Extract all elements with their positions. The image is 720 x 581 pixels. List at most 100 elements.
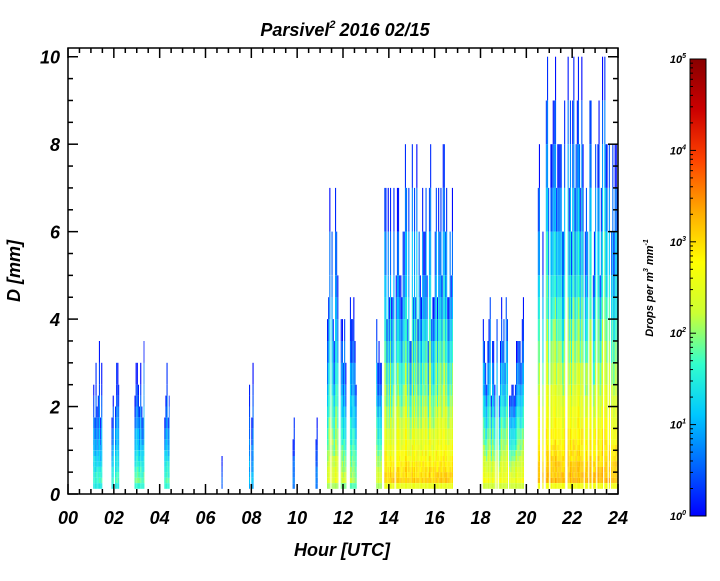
heatmap-cell bbox=[315, 445, 317, 451]
heatmap-cell bbox=[569, 428, 571, 440]
heatmap-cell bbox=[409, 417, 411, 429]
heatmap-cell bbox=[551, 461, 553, 467]
heatmap-cell bbox=[602, 439, 604, 445]
heatmap-cell bbox=[388, 297, 390, 320]
heatmap-cell bbox=[608, 445, 610, 451]
heatmap-cell bbox=[517, 439, 519, 445]
heatmap-cell bbox=[393, 319, 395, 341]
heatmap-cell bbox=[542, 319, 544, 341]
heatmap-cell bbox=[396, 477, 398, 483]
heatmap-cell bbox=[426, 395, 428, 407]
heatmap-cell bbox=[331, 297, 333, 320]
heatmap-cell bbox=[101, 472, 103, 478]
heatmap-cell bbox=[396, 472, 398, 478]
heatmap-cell bbox=[380, 417, 382, 429]
heatmap-cell bbox=[349, 483, 351, 489]
heatmap-cell bbox=[341, 395, 343, 407]
heatmap-cell bbox=[402, 439, 404, 445]
heatmap-cell bbox=[380, 406, 382, 418]
heatmap-cell bbox=[522, 483, 524, 489]
heatmap-cell bbox=[589, 439, 591, 445]
heatmap-cell bbox=[542, 483, 544, 489]
heatmap-cell bbox=[500, 461, 502, 467]
heatmap-cell bbox=[422, 231, 424, 276]
heatmap-cell bbox=[437, 384, 439, 396]
heatmap-cell bbox=[416, 395, 418, 407]
heatmap-cell bbox=[493, 362, 495, 385]
heatmap-cell bbox=[142, 450, 144, 456]
heatmap-cell bbox=[164, 445, 166, 451]
heatmap-cell bbox=[447, 384, 449, 396]
heatmap-cell bbox=[168, 483, 170, 489]
heatmap-cell bbox=[426, 477, 428, 483]
heatmap-cell bbox=[520, 362, 522, 385]
heatmap-cell bbox=[604, 297, 606, 320]
heatmap-cell bbox=[567, 275, 569, 298]
heatmap-cell bbox=[602, 466, 604, 473]
heatmap-cell bbox=[424, 275, 426, 298]
heatmap-cell bbox=[615, 362, 617, 385]
heatmap-cell bbox=[336, 395, 338, 407]
heatmap-cell bbox=[431, 461, 433, 467]
heatmap-cell bbox=[349, 445, 351, 451]
heatmap-cell bbox=[251, 466, 253, 473]
heatmap-cell bbox=[433, 456, 435, 462]
heatmap-cell bbox=[547, 395, 549, 407]
heatmap-cell bbox=[450, 417, 452, 429]
heatmap-cell bbox=[438, 472, 440, 478]
heatmap-cell bbox=[412, 395, 414, 407]
heatmap-cell bbox=[412, 384, 414, 396]
heatmap-cell bbox=[510, 472, 512, 478]
heatmap-cell bbox=[487, 456, 489, 462]
heatmap-cell bbox=[576, 466, 578, 473]
heatmap-cell bbox=[506, 461, 508, 467]
heatmap-cell bbox=[485, 477, 487, 483]
heatmap-cell bbox=[396, 417, 398, 429]
heatmap-cell bbox=[167, 456, 169, 462]
heatmap-cell bbox=[420, 428, 422, 440]
heatmap-cell bbox=[564, 466, 566, 473]
heatmap-cell bbox=[411, 477, 413, 483]
heatmap-cell bbox=[613, 477, 615, 483]
heatmap-cell bbox=[558, 461, 560, 467]
heatmap-cell bbox=[547, 144, 549, 188]
heatmap-cell bbox=[585, 456, 587, 462]
heatmap-cell bbox=[485, 395, 487, 407]
heatmap-cell bbox=[332, 477, 334, 483]
heatmap-cell bbox=[140, 445, 142, 451]
heatmap-cell bbox=[555, 187, 557, 232]
heatmap-cell bbox=[488, 456, 490, 462]
heatmap-cell bbox=[600, 362, 602, 385]
heatmap-cell bbox=[557, 231, 559, 276]
heatmap-cell bbox=[385, 466, 387, 473]
heatmap-cell bbox=[398, 477, 400, 483]
heatmap-cell bbox=[600, 428, 602, 440]
heatmap-cell bbox=[331, 406, 333, 418]
heatmap-cell bbox=[424, 417, 426, 429]
heatmap-cell bbox=[576, 275, 578, 298]
heatmap-cell bbox=[432, 406, 434, 418]
heatmap-cell bbox=[101, 428, 103, 440]
heatmap-cell bbox=[563, 483, 565, 489]
heatmap-cell bbox=[560, 477, 562, 483]
heatmap-cell bbox=[567, 187, 569, 232]
heatmap-cell bbox=[400, 477, 402, 483]
heatmap-cell bbox=[519, 472, 521, 478]
heatmap-cell bbox=[335, 319, 337, 341]
heatmap-cell bbox=[393, 461, 395, 467]
heatmap-cell bbox=[574, 428, 576, 440]
heatmap-cell bbox=[505, 461, 507, 467]
heatmap-cell bbox=[141, 417, 143, 429]
heatmap-cell bbox=[493, 477, 495, 483]
heatmap-cell bbox=[605, 472, 607, 478]
heatmap-cell bbox=[392, 341, 394, 363]
heatmap-cell bbox=[550, 450, 552, 456]
heatmap-cell bbox=[402, 417, 404, 429]
heatmap-cell bbox=[597, 477, 599, 483]
heatmap-cell bbox=[551, 472, 553, 478]
heatmap-cell bbox=[139, 428, 141, 440]
heatmap-cell bbox=[412, 456, 414, 462]
heatmap-cell bbox=[584, 466, 586, 473]
heatmap-cell bbox=[498, 483, 500, 489]
heatmap-cell bbox=[411, 472, 413, 478]
